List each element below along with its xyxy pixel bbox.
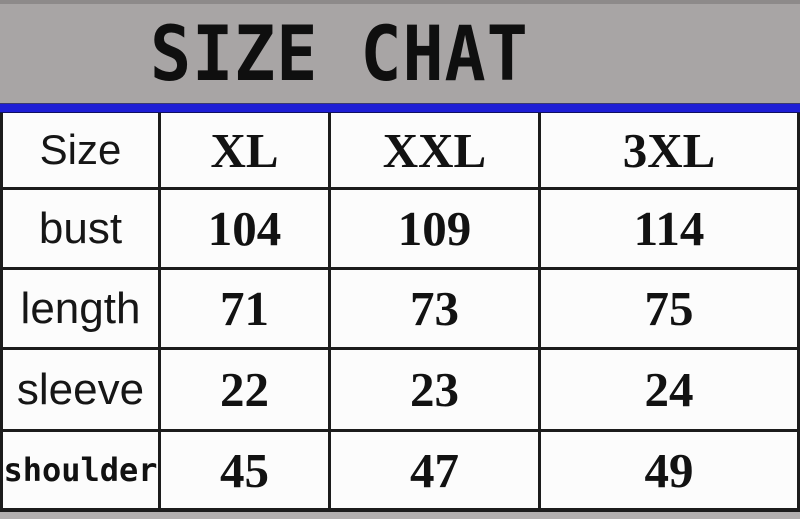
cell-length-xxl: 73 (331, 270, 538, 347)
cell-bust-xl: 104 (161, 190, 328, 267)
banner: SIZE CHAT (0, 0, 800, 103)
shoulder-label-text: shoulder (3, 451, 158, 489)
row-label-bust: bust (3, 190, 158, 267)
cell-sleeve-3xl: 24 (541, 350, 797, 429)
banner-top-strip (0, 0, 800, 4)
cell-shoulder-xl: 45 (161, 432, 328, 508)
cell-shoulder-3xl: 49 (541, 432, 797, 508)
cell-shoulder-xxl: 47 (331, 432, 538, 508)
bottom-strip (0, 512, 800, 519)
cell-sleeve-xxl: 23 (331, 350, 538, 429)
cell-length-xl: 71 (161, 270, 328, 347)
cell-bust-xxl: 109 (331, 190, 538, 267)
cell-bust-3xl: 114 (541, 190, 797, 267)
blue-divider (0, 103, 800, 113)
col-header-xl: XL (161, 113, 328, 187)
row-label-length: length (3, 270, 158, 347)
cell-length-3xl: 75 (541, 270, 797, 347)
row-label-sleeve: sleeve (3, 350, 158, 429)
cell-sleeve-xl: 22 (161, 350, 328, 429)
row-label-shoulder: shoulder (3, 432, 158, 508)
col-header-3xl: 3XL (541, 113, 797, 187)
page-title: SIZE CHAT (150, 9, 529, 98)
header-size-label: Size (3, 113, 158, 187)
col-header-xxl: XXL (331, 113, 538, 187)
size-chart-table: Size XL XXL 3XL bust 104 109 114 length … (0, 113, 800, 512)
